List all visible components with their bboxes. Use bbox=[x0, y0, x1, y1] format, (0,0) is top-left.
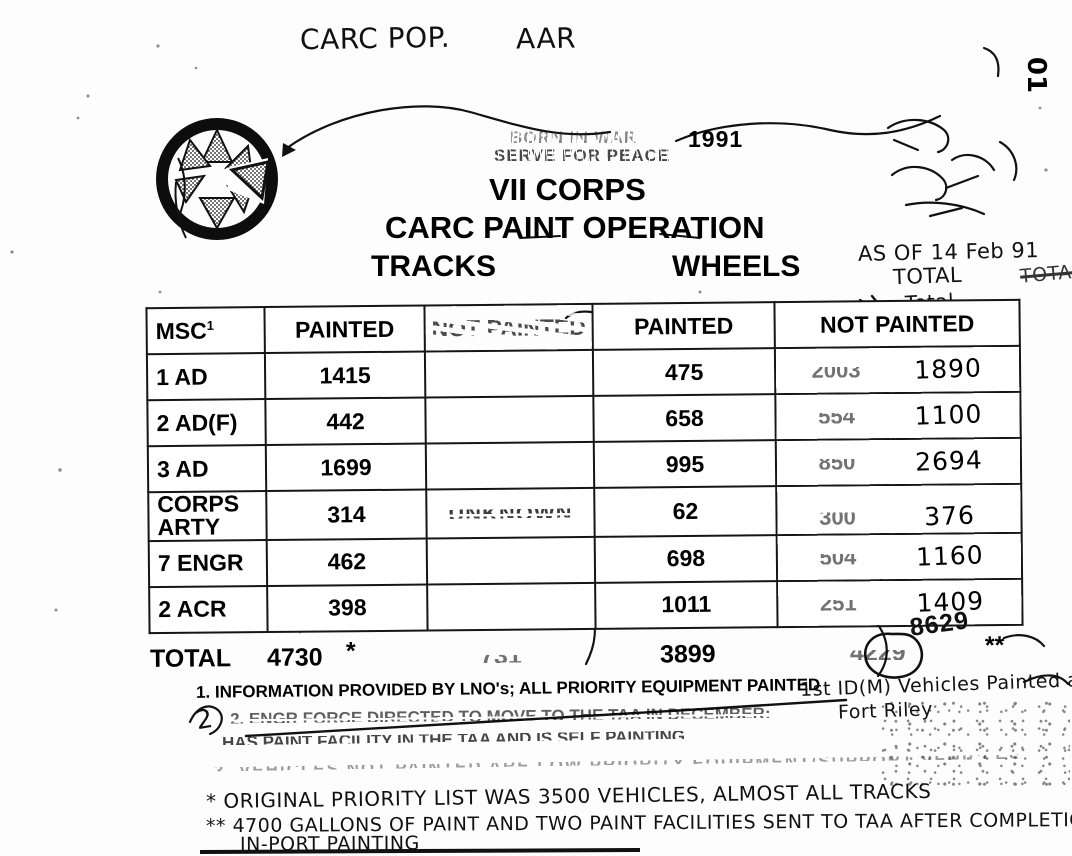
cell-tracks-painted: 462 bbox=[266, 538, 428, 586]
scan-noise-artifact bbox=[880, 700, 1070, 790]
table-row: 7 ENGR 462 698 504 1160 bbox=[148, 532, 1023, 588]
cell-tracks-not-painted-value: UNKNOWN bbox=[448, 500, 573, 527]
cell-tracks-not-painted bbox=[426, 536, 596, 585]
cell-wheels-not-painted-printed: 554 bbox=[818, 403, 856, 429]
cell-wheels-painted: 658 bbox=[593, 394, 776, 442]
cell-wheels-not-painted: 850 2694 bbox=[775, 437, 1022, 487]
cell-wheels-painted: 62 bbox=[594, 486, 777, 537]
cell-wheels-not-painted-printed: 251 bbox=[819, 590, 857, 616]
vii-corps-emblem-icon bbox=[156, 118, 278, 240]
handwritten-marker-2: 2 bbox=[193, 703, 216, 737]
title-vii-corps: VII CORPS bbox=[489, 172, 646, 207]
cell-wheels-not-painted-handwritten: 2694 bbox=[914, 445, 984, 477]
carc-paint-table-wrapper: MSC1 PAINTED NOT PAINTED PAINTED NOT PAI… bbox=[145, 299, 1023, 634]
cell-tracks-not-painted bbox=[427, 582, 596, 631]
header-tracks-painted: PAINTED bbox=[264, 305, 425, 354]
total-wheels-not-painted-printed: 4229 bbox=[849, 638, 906, 667]
cell-tracks-not-painted bbox=[425, 395, 594, 444]
cell-tracks-painted: 398 bbox=[267, 584, 428, 632]
carc-paint-table: MSC1 PAINTED NOT PAINTED PAINTED NOT PAI… bbox=[145, 299, 1023, 634]
cell-msc: CORPS ARTY bbox=[148, 490, 267, 542]
cell-wheels-not-painted-printed: 504 bbox=[819, 544, 857, 570]
cell-wheels-not-painted: 554 1100 bbox=[775, 391, 1021, 441]
cell-msc: 2 ACR bbox=[149, 585, 268, 634]
cell-tracks-not-painted bbox=[425, 441, 595, 490]
table-row: 3 AD 1699 995 850 2694 bbox=[147, 437, 1022, 493]
cell-msc: 2 AD(F) bbox=[147, 399, 266, 447]
stamp-born-in-war: BORN IN WAR bbox=[510, 128, 638, 147]
footnote-2-continued: HAS PAINT FACILITY IN THE TAA AND IS SEL… bbox=[221, 726, 690, 753]
handwritten-carc-pop-label: CARC POP. bbox=[299, 20, 451, 57]
cell-wheels-not-painted-handwritten: 1100 bbox=[914, 399, 983, 431]
footnote-1-handwritten-line1: 1st ID(M) Vehicles Painted at bbox=[799, 668, 1072, 702]
column-group-tracks: TRACKS bbox=[371, 250, 496, 283]
table-row: 2 ACR 398 1011 251 1409 bbox=[149, 578, 1023, 634]
header-wheels-not-painted: NOT PAINTED bbox=[774, 299, 1020, 349]
total-tracks-not-painted: 731 bbox=[479, 641, 522, 671]
cell-msc-line2: ARTY bbox=[157, 513, 221, 541]
header-msc: MSC1 bbox=[146, 307, 265, 355]
cell-tracks-painted: 442 bbox=[265, 397, 426, 446]
header-msc-footnote-marker: 1 bbox=[206, 317, 215, 333]
cell-msc: 7 ENGR bbox=[148, 539, 268, 588]
cell-wheels-not-painted-printed: 850 bbox=[818, 449, 856, 475]
cell-wheels-not-painted-handwritten: 1890 bbox=[913, 353, 983, 385]
cell-tracks-painted: 1699 bbox=[265, 443, 427, 492]
cell-msc: 3 AD bbox=[147, 445, 267, 493]
cell-wheels-not-painted: 504 1160 bbox=[776, 532, 1023, 582]
table-row: CORPS ARTY 314 UNKNOWN 62 300 376 bbox=[148, 483, 1022, 542]
total-tracks-painted-marker: * bbox=[345, 637, 356, 666]
table-row: 1 AD 1415 475 2003 1890 bbox=[146, 345, 1021, 401]
cell-wheels-painted: 1011 bbox=[595, 581, 778, 629]
cell-wheels-painted: 995 bbox=[593, 440, 777, 488]
stamp-year-1991: 1991 bbox=[688, 126, 744, 152]
stamp-serve-for-peace: SERVE FOR PEACE bbox=[494, 146, 671, 165]
total-label: TOTAL bbox=[149, 644, 232, 673]
header-msc-label: MSC bbox=[155, 317, 207, 344]
header-tracks-not-painted: NOT PAINTED bbox=[424, 303, 593, 352]
total-wheels-painted: 3899 bbox=[659, 639, 716, 669]
total-tracks-painted: 4730 bbox=[266, 643, 323, 672]
cell-wheels-not-painted-printed: 2003 bbox=[811, 357, 861, 383]
handwritten-aar-label: AAR bbox=[515, 21, 577, 56]
table-header-row: MSC1 PAINTED NOT PAINTED PAINTED NOT PAI… bbox=[146, 299, 1020, 355]
handwritten-as-of-date: AS OF 14 Feb 91 bbox=[857, 238, 1040, 266]
cell-wheels-not-painted: 2003 1890 bbox=[774, 345, 1021, 395]
table-row: 2 AD(F) 442 658 554 1100 bbox=[147, 391, 1021, 447]
cell-wheels-not-painted-handwritten: 1160 bbox=[915, 540, 985, 572]
cell-msc-line1: CORPS bbox=[157, 490, 240, 518]
handwritten-note-double-star-continued: IN-PORT PAINTING bbox=[239, 832, 420, 856]
cell-wheels-not-painted: 251 1409 bbox=[777, 578, 1023, 628]
cell-tracks-painted: 1415 bbox=[264, 351, 426, 400]
handwritten-total-label-1: TOTAL bbox=[892, 262, 963, 290]
cell-tracks-not-painted bbox=[424, 349, 594, 398]
total-wheels-not-painted-handwritten: 8629 bbox=[908, 606, 971, 642]
total-row: TOTAL 4730 * 731 3899 4229 8629 ** bbox=[149, 606, 1050, 679]
page-number-corner: 01 bbox=[1020, 56, 1051, 94]
column-group-wheels: WHEELS bbox=[672, 250, 801, 283]
cell-tracks-not-painted: UNKNOWN bbox=[426, 487, 595, 539]
header-wheels-painted: PAINTED bbox=[592, 302, 775, 350]
total-wheels-not-painted-marker: ** bbox=[984, 631, 1005, 660]
cell-wheels-not-painted: 300 376 bbox=[776, 483, 1022, 536]
cell-wheels-painted: 698 bbox=[594, 535, 778, 583]
footnote-1: 1. INFORMATION PROVIDED BY LNO's; ALL PR… bbox=[195, 675, 821, 702]
handwritten-total-label-struck: TOTAL bbox=[1019, 260, 1072, 288]
title-carc-paint-operation: CARC PAINT OPERATION bbox=[385, 210, 765, 245]
cell-wheels-painted: 475 bbox=[592, 348, 776, 396]
cell-tracks-painted: 314 bbox=[266, 489, 427, 540]
handwritten-note-single-star: * ORIGINAL PRIORITY LIST WAS 3500 VEHICL… bbox=[205, 778, 932, 814]
cell-msc: 1 AD bbox=[146, 353, 266, 401]
